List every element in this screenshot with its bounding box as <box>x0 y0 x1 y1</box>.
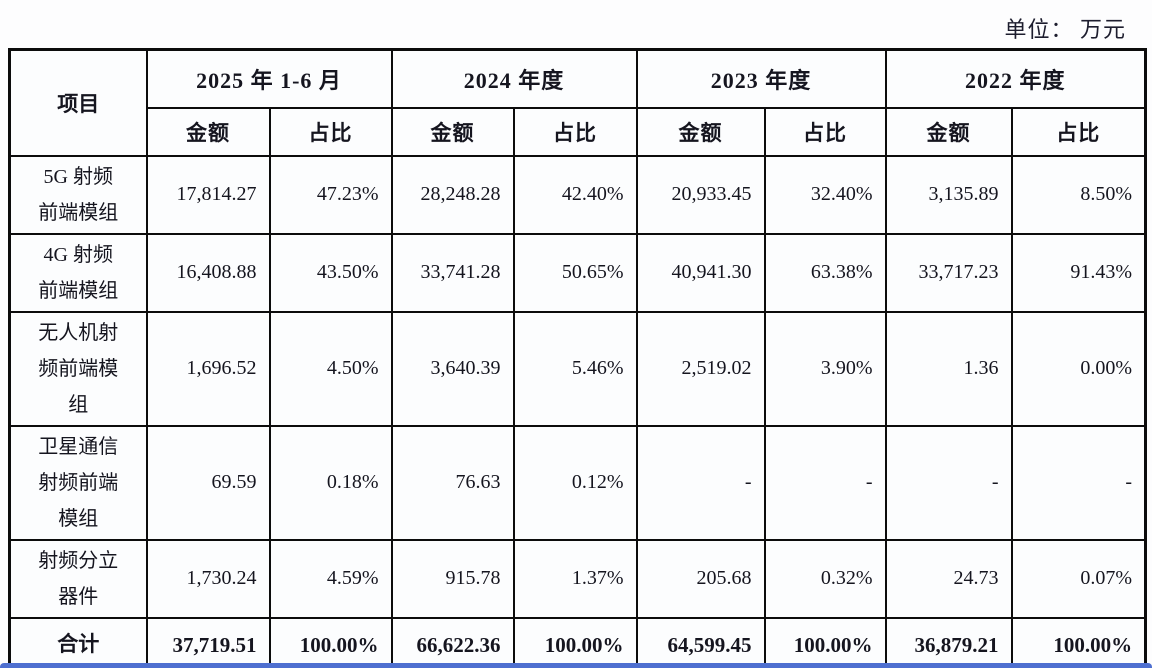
amount-cell: 33,741.28 <box>390 232 515 313</box>
total-ratio-cell: 100.00% <box>268 616 393 668</box>
ratio-cell: 0.12% <box>512 424 638 541</box>
unit-label: 单位： 万元 <box>1004 17 1126 42</box>
table-row-5g-module: 5G 射频 前端模组 17,814.27 47.23% 28,248.28 42… <box>8 154 1147 235</box>
total-amount-cell: 37,719.51 <box>145 616 271 668</box>
ratio-cell: - <box>1010 424 1147 541</box>
total-amount-cell: 64,599.45 <box>635 616 766 668</box>
period-header-2023: 2023 年度 <box>635 48 887 109</box>
period-header-2022: 2022 年度 <box>884 48 1147 109</box>
table-row-satellite-module: 卫星通信 射频前端 模组 69.59 0.18% 76.63 0.12% - -… <box>8 424 1147 541</box>
row-label: 5G 射频 前端模组 <box>8 154 148 235</box>
amount-cell: 17,814.27 <box>145 154 271 235</box>
ratio-cell: 91.43% <box>1010 232 1147 313</box>
corner-header-item: 项目 <box>8 48 148 157</box>
amount-cell: - <box>635 424 766 541</box>
amount-cell: 1,730.24 <box>145 538 271 619</box>
revenue-breakdown-table: 项目 2025 年 1-6 月 2024 年度 2023 年度 2022 年度 … <box>8 48 1148 668</box>
ratio-cell: 63.38% <box>763 232 887 313</box>
ratio-cell: 0.32% <box>763 538 887 619</box>
subheader-ratio-2024: 占比 <box>512 106 638 157</box>
total-ratio-cell: 100.00% <box>1010 616 1147 668</box>
subheader-ratio-2023: 占比 <box>763 106 887 157</box>
ratio-cell: 4.59% <box>268 538 393 619</box>
ratio-cell: 5.46% <box>512 310 638 427</box>
amount-cell: 69.59 <box>145 424 271 541</box>
amount-cell: 205.68 <box>635 538 766 619</box>
subheader-ratio-2022: 占比 <box>1010 106 1147 157</box>
amount-cell: 33,717.23 <box>884 232 1013 313</box>
ratio-cell: 0.18% <box>268 424 393 541</box>
ratio-cell: 47.23% <box>268 154 393 235</box>
amount-cell: - <box>884 424 1013 541</box>
amount-cell: 40,941.30 <box>635 232 766 313</box>
ratio-cell: 32.40% <box>763 154 887 235</box>
total-ratio-cell: 100.00% <box>512 616 638 668</box>
ratio-cell: - <box>763 424 887 541</box>
subheader-amount-2024: 金额 <box>390 106 515 157</box>
ratio-cell: 4.50% <box>268 310 393 427</box>
amount-cell: 3,135.89 <box>884 154 1013 235</box>
row-label: 无人机射 频前端模 组 <box>8 310 148 427</box>
period-header-2025h1: 2025 年 1-6 月 <box>145 48 393 109</box>
ratio-cell: 43.50% <box>268 232 393 313</box>
amount-cell: 16,408.88 <box>145 232 271 313</box>
amount-cell: 20,933.45 <box>635 154 766 235</box>
amount-cell: 915.78 <box>390 538 515 619</box>
period-header-2024: 2024 年度 <box>390 48 638 109</box>
ratio-cell: 42.40% <box>512 154 638 235</box>
ratio-cell: 1.37% <box>512 538 638 619</box>
amount-cell: 76.63 <box>390 424 515 541</box>
ratio-cell: 0.00% <box>1010 310 1147 427</box>
row-label: 4G 射频 前端模组 <box>8 232 148 313</box>
header-row-subcolumns: 金额 占比 金额 占比 金额 占比 金额 占比 <box>10 106 1147 157</box>
row-label: 射频分立 器件 <box>8 538 148 619</box>
table-row-uav-module: 无人机射 频前端模 组 1,696.52 4.50% 3,640.39 5.46… <box>8 310 1147 427</box>
header-row-periods: 项目 2025 年 1-6 月 2024 年度 2023 年度 2022 年度 <box>8 48 1147 157</box>
ratio-cell: 50.65% <box>512 232 638 313</box>
amount-cell: 28,248.28 <box>390 154 515 235</box>
subheader-amount-2022: 金额 <box>884 106 1013 157</box>
subheader-ratio-2025: 占比 <box>268 106 393 157</box>
ratio-cell: 0.07% <box>1010 538 1147 619</box>
table-row-4g-module: 4G 射频 前端模组 16,408.88 43.50% 33,741.28 50… <box>8 232 1147 313</box>
subheader-amount-2023: 金额 <box>635 106 766 157</box>
amount-cell: 24.73 <box>884 538 1013 619</box>
table-row-total: 合计 37,719.51 100.00% 66,622.36 100.00% 6… <box>8 616 1147 668</box>
bottom-accent-line <box>0 663 1152 668</box>
total-ratio-cell: 100.00% <box>763 616 887 668</box>
amount-cell: 1,696.52 <box>145 310 271 427</box>
ratio-cell: 8.50% <box>1010 154 1147 235</box>
amount-cell: 1.36 <box>884 310 1013 427</box>
amount-cell: 2,519.02 <box>635 310 766 427</box>
total-amount-cell: 36,879.21 <box>884 616 1013 668</box>
table-row-discrete-devices: 射频分立 器件 1,730.24 4.59% 915.78 1.37% 205.… <box>8 538 1147 619</box>
total-amount-cell: 66,622.36 <box>390 616 515 668</box>
row-label: 卫星通信 射频前端 模组 <box>8 424 148 541</box>
amount-cell: 3,640.39 <box>390 310 515 427</box>
subheader-amount-2025: 金额 <box>145 106 271 157</box>
total-label: 合计 <box>8 616 148 668</box>
ratio-cell: 3.90% <box>763 310 887 427</box>
